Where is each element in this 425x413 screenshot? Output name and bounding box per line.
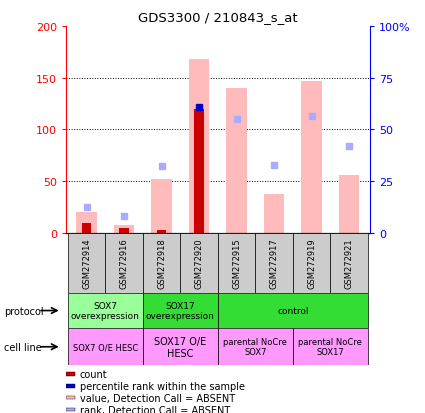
Bar — [66, 408, 75, 411]
Bar — [66, 384, 75, 387]
Bar — [114, 225, 134, 233]
Bar — [105, 233, 143, 293]
Text: percentile rank within the sample: percentile rank within the sample — [79, 381, 244, 391]
Bar — [68, 328, 143, 366]
Bar — [189, 60, 210, 233]
Text: GSM272918: GSM272918 — [157, 238, 166, 289]
Bar — [339, 176, 360, 233]
Bar — [68, 293, 143, 328]
Bar — [66, 396, 75, 399]
Bar — [143, 293, 218, 328]
Bar — [82, 223, 91, 233]
Text: SOX7 O/E HESC: SOX7 O/E HESC — [73, 342, 138, 351]
Text: parental NoCre
SOX17: parental NoCre SOX17 — [298, 337, 362, 356]
Bar — [151, 180, 172, 233]
Text: GSM272921: GSM272921 — [345, 238, 354, 289]
Text: protocol: protocol — [4, 306, 44, 316]
Bar — [301, 82, 322, 233]
Text: control: control — [277, 306, 309, 315]
Text: rank, Detection Call = ABSENT: rank, Detection Call = ABSENT — [79, 405, 230, 413]
Text: SOX7
overexpression: SOX7 overexpression — [71, 301, 140, 320]
Bar — [68, 233, 105, 293]
Text: SOX17
overexpression: SOX17 overexpression — [146, 301, 215, 320]
Bar — [218, 233, 255, 293]
Title: GDS3300 / 210843_s_at: GDS3300 / 210843_s_at — [138, 11, 298, 24]
Bar — [180, 233, 218, 293]
Text: value, Detection Call = ABSENT: value, Detection Call = ABSENT — [79, 393, 235, 403]
Text: GSM272920: GSM272920 — [195, 238, 204, 289]
Text: parental NoCre
SOX7: parental NoCre SOX7 — [224, 337, 287, 356]
Bar — [255, 233, 293, 293]
Bar — [194, 109, 204, 233]
Bar — [293, 233, 330, 293]
Bar — [76, 213, 97, 233]
Text: count: count — [79, 369, 107, 379]
Text: GSM272915: GSM272915 — [232, 238, 241, 289]
Text: cell line: cell line — [4, 342, 42, 352]
Bar — [218, 293, 368, 328]
Text: GSM272917: GSM272917 — [269, 238, 278, 289]
Bar — [66, 373, 75, 376]
Bar — [143, 328, 218, 366]
Bar — [157, 230, 166, 233]
Bar — [143, 233, 180, 293]
Bar — [264, 194, 284, 233]
Text: GSM272919: GSM272919 — [307, 238, 316, 289]
Bar — [293, 328, 368, 366]
Bar — [330, 233, 368, 293]
Bar — [226, 89, 247, 233]
Bar — [218, 328, 293, 366]
Text: GSM272914: GSM272914 — [82, 238, 91, 289]
Text: GSM272916: GSM272916 — [119, 238, 128, 289]
Bar — [119, 228, 129, 233]
Text: SOX17 O/E
HESC: SOX17 O/E HESC — [154, 336, 207, 358]
